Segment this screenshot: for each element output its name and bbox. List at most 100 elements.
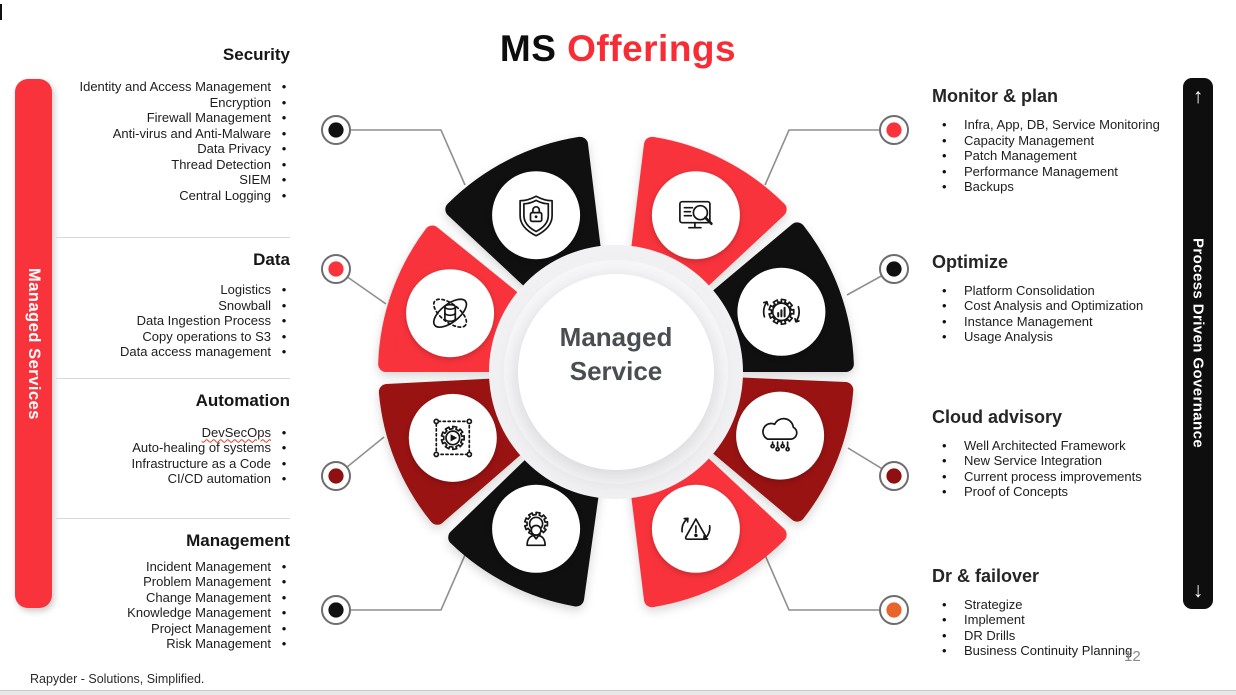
bullet-icon: • — [281, 313, 287, 328]
bullet-icon: • — [281, 558, 287, 574]
icon-circle-monitor-plan — [651, 171, 740, 260]
bullet-icon: • — [942, 163, 947, 179]
connector-dot-bottom-right — [886, 602, 902, 618]
list-item: • Instance Management — [932, 314, 1172, 330]
list-item: • Well Architected Framework — [932, 438, 1172, 454]
list-item: • Proof of Concepts — [932, 484, 1172, 500]
list-item-text: Patch Management — [964, 148, 1077, 163]
list-item-text: Anti-virus and Anti-Malware — [112, 125, 271, 141]
page-number: 12 — [1124, 648, 1141, 665]
list-item: • Current process improvements — [932, 469, 1172, 485]
connector-dot-bottom-left — [328, 602, 344, 618]
title-highlight: Offerings — [567, 28, 737, 69]
list-item: • Performance Management — [932, 164, 1172, 180]
section-heading-monitor-plan: Monitor & plan — [932, 86, 1058, 106]
section-list: • Infra, App, DB, Service Monitoring • Capa… — [932, 117, 1172, 195]
list-item-text: SIEM — [239, 172, 271, 187]
page-title: MS Offerings — [0, 28, 1236, 70]
section-monitor-plan: Monitor & plan • Infra, App, DB, Service M… — [932, 84, 1172, 195]
bullet-icon: • — [281, 605, 287, 620]
wheel-diagram: Managed Service — [306, 62, 926, 682]
section-list: Identity and Access Management • Encryptio… — [56, 79, 290, 203]
bullet-icon: • — [281, 125, 287, 141]
list-item-text: Central Logging — [179, 187, 271, 203]
alert-sync-icon — [681, 517, 711, 541]
bullet-icon: • — [942, 179, 947, 194]
list-item: Snowball • — [56, 298, 290, 314]
section-heading-security: Security — [222, 45, 290, 64]
list-item: Project Management • — [56, 621, 290, 637]
list-item: Central Logging • — [56, 188, 290, 204]
section-list: Logistics • Snowball • Data Ingestion Proces… — [56, 282, 290, 360]
list-item: SIEM • — [56, 172, 290, 188]
list-item-text: DevSecOps — [201, 424, 271, 440]
center-circle — [518, 274, 714, 470]
section-list: • Strategize • Implement • DR Drills • Business… — [932, 597, 1172, 659]
bullet-icon: • — [281, 110, 287, 125]
data-orbit-icon — [432, 298, 468, 328]
list-item-text: CI/CD automation — [167, 471, 271, 486]
list-item: Change Management • — [56, 590, 290, 606]
list-item: Data access management • — [56, 344, 290, 360]
bullet-icon: • — [281, 156, 287, 172]
bullet-icon: • — [942, 453, 947, 468]
list-item: Firewall Management • — [56, 110, 290, 126]
list-item-text: Proof of Concepts — [964, 484, 1069, 499]
bullet-icon: • — [281, 455, 287, 471]
bullet-icon: • — [281, 440, 287, 455]
gear-play-icon — [433, 418, 473, 458]
list-item-text: Change Management — [145, 589, 271, 605]
section-optimize: Optimize • Platform Consolidation • Cost Ana… — [932, 250, 1172, 345]
section-automation: Automation DevSecOps • Auto-healing of syst… — [56, 389, 290, 487]
list-item: Auto-healing of systems • — [56, 440, 290, 456]
section-cloud-advisory: Cloud advisory • Well Architected Framewor… — [932, 405, 1172, 500]
icon-circle-security — [492, 171, 581, 260]
list-item-text: Cost Analysis and Optimization — [964, 298, 1144, 313]
list-item: Data Ingestion Process • — [56, 313, 290, 329]
bullet-icon: • — [281, 620, 287, 636]
list-item: • Backups — [932, 179, 1172, 195]
left-panel-sections: Security Identity and Access Management • E… — [56, 43, 290, 652]
list-item: Thread Detection • — [56, 157, 290, 173]
bullet-icon: • — [942, 298, 947, 313]
bullet-icon: • — [942, 282, 947, 298]
person-gear-icon — [523, 511, 549, 547]
bullet-icon: • — [942, 329, 947, 344]
list-item: Incident Management • — [56, 559, 290, 575]
up-arrow-icon: ↑ — [1192, 85, 1204, 108]
connector-dot-lower-left — [328, 468, 344, 484]
list-item: DevSecOps • — [56, 425, 290, 441]
connector-dot-lower-right — [886, 468, 902, 484]
list-item-text: Instance Management — [964, 313, 1093, 329]
list-item-text: Current process improvements — [964, 468, 1142, 484]
list-item-text: Snowball — [218, 297, 271, 313]
section-dr-failover: Dr & failover • Strategize • Implement • DR Dr… — [932, 564, 1172, 659]
bullet-icon: • — [281, 328, 287, 344]
center-label-line1: Managed — [559, 322, 673, 352]
wheel-svg — [321, 115, 909, 625]
bullet-icon: • — [281, 187, 287, 203]
bullet-icon: • — [942, 437, 947, 453]
list-item-text: Implement — [964, 612, 1025, 627]
section-divider — [56, 517, 290, 519]
footer-text: Rapyder - Solutions, Simplified. — [30, 672, 205, 686]
list-item-text: Risk Management — [166, 636, 271, 651]
cloud-circuit-icon — [762, 417, 798, 452]
list-item-text: Well Architected Framework — [964, 437, 1126, 453]
bullet-icon: • — [942, 117, 947, 132]
bullet-icon: • — [942, 627, 947, 643]
bullet-icon: • — [281, 94, 287, 110]
list-item-text: Project Management — [151, 620, 271, 636]
list-item-text: Data Privacy — [197, 141, 271, 156]
section-heading-dr-failover: Dr & failover — [932, 565, 1040, 586]
section-divider — [56, 377, 290, 379]
bullet-icon: • — [942, 484, 947, 499]
connector-dot-mid-right — [886, 261, 902, 277]
list-item-text: Data access management — [119, 344, 271, 359]
bullet-icon: • — [281, 636, 287, 651]
list-item: Problem Management • — [56, 574, 290, 590]
section-list: Incident Management • Problem Management • C… — [56, 559, 290, 652]
wheel-center-label: Managed Service — [518, 320, 714, 388]
list-item-text: Firewall Management — [146, 110, 271, 125]
